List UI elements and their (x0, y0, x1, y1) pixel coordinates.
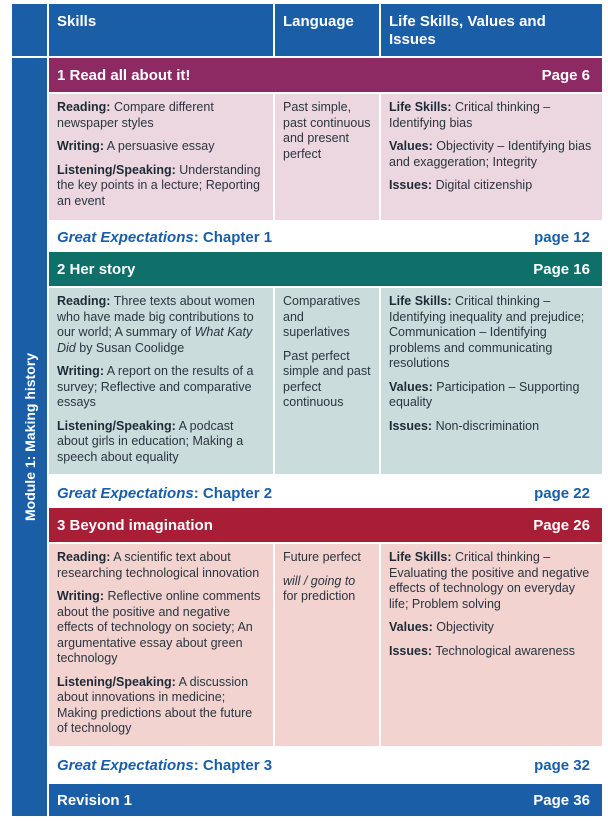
great-expectations-chapter-1[interactable]: Great Expectations: Chapter 1 page 12 (49, 222, 602, 252)
ge-page: page 12 (534, 228, 590, 246)
unit-3-writing: Reflective online comments about the pos… (57, 589, 261, 665)
unit-1-language: Past simple, past continuous and present… (283, 100, 371, 161)
unit-3-language-2: for prediction (283, 589, 356, 603)
unit-1-issues: Digital citizenship (435, 178, 533, 192)
reading-label: Reading: (57, 294, 111, 308)
values-label: Values: (389, 379, 433, 394)
module-label: Module 1: Making history (21, 352, 38, 522)
unit-3-language-1: Future perfect (283, 550, 361, 564)
ge-chapter: : Chapter 3 (193, 756, 273, 774)
great-expectations-chapter-3[interactable]: Great Expectations: Chapter 3 page 32 (49, 750, 602, 780)
ge-title: Great Expectations (57, 756, 194, 774)
unit-2-issues: Non-discrimination (435, 418, 540, 433)
ge-page: page 22 (534, 484, 590, 502)
unit-3-issues: Technological awareness (435, 643, 576, 658)
unit-2-writing: A report on the results of a survey; Ref… (57, 364, 254, 409)
issues-label: Issues: (389, 643, 433, 658)
listening-label: Listening/Speaking: (57, 418, 176, 433)
reading-label: Reading: (57, 100, 111, 114)
unit-1-life-skills: Critical thinking – Identifying bias (389, 100, 551, 130)
unit-2-life-cell: Life Skills: Critical thinking – Identif… (381, 288, 602, 474)
unit-2-listening: A podcast about girls in education; Maki… (57, 418, 244, 464)
unit-3-title-bar[interactable]: 3 Beyond imagination Page 26 (49, 508, 602, 542)
unit-2-title-bar[interactable]: 2 Her story Page 16 (49, 252, 602, 286)
unit-2-reading-author: by Susan Coolidge (75, 340, 185, 355)
values-label: Values: (389, 139, 433, 153)
unit-2-life-skills: Critical thinking – Identifying inequali… (389, 294, 585, 370)
unit-3-reading: A scientific text about researching tech… (57, 550, 260, 580)
unit-3-life-skills: Critical thinking – Evaluating the posit… (389, 550, 590, 611)
values-label: Values: (389, 620, 433, 634)
ge-page: page 32 (534, 756, 590, 774)
unit-2-values: Participation – Supporting equality (389, 379, 580, 410)
listening-label: Listening/Speaking: (57, 162, 176, 177)
revision-title: Revision 1 (57, 791, 133, 809)
unit-2-language-cell: Comparatives and superlatives Past perfe… (275, 288, 379, 474)
header-language: Language (275, 4, 379, 56)
unit-3-language-2-italic: will / going to (283, 573, 356, 588)
unit-3-title: 3 Beyond imagination (57, 516, 213, 534)
unit-3-page: Page 26 (533, 516, 590, 534)
ge-title: Great Expectations (57, 484, 194, 502)
revision-bar[interactable]: Revision 1 Page 36 (49, 784, 602, 816)
ge-chapter: : Chapter 1 (193, 228, 273, 246)
unit-1-skills-cell: Reading: Compare different newspaper sty… (49, 94, 273, 220)
header-skills: Skills (49, 4, 273, 56)
unit-1-title: 1 Read all about it! (57, 66, 191, 84)
unit-2-skills-cell: Reading: Three texts about women who hav… (49, 288, 273, 474)
great-expectations-chapter-2[interactable]: Great Expectations: Chapter 2 page 22 (49, 478, 602, 508)
reading-label: Reading: (57, 550, 111, 564)
unit-1-writing: A persuasive essay (106, 139, 215, 153)
issues-label: Issues: (389, 418, 433, 433)
writing-label: Writing: (57, 589, 104, 603)
life-skills-label: Life Skills: (389, 294, 452, 308)
listening-label: Listening/Speaking: (57, 674, 176, 689)
unit-3-skills-cell: Reading: A scientific text about researc… (49, 544, 273, 746)
unit-3-listening: A discussion about innovations in medici… (57, 674, 253, 736)
life-skills-label: Life Skills: (389, 550, 452, 564)
ge-chapter: : Chapter 2 (193, 484, 273, 502)
life-skills-label: Life Skills: (389, 100, 452, 114)
unit-3-values: Objectivity (436, 620, 494, 634)
unit-1-values: Objectivity – Identifying bias and exagg… (389, 139, 592, 169)
unit-2-reading: Three texts about women who have made bi… (57, 294, 255, 339)
unit-1-language-cell: Past simple, past continuous and present… (275, 94, 379, 220)
module-sidebar: Module 1: Making history (12, 58, 47, 816)
header-blank-cell (12, 4, 47, 56)
unit-2-language-2: Past perfect simple and past perfect con… (283, 348, 371, 410)
unit-2-language-1: Comparatives and superlatives (283, 294, 361, 339)
unit-1-page: Page 6 (541, 66, 590, 84)
unit-1-listening: Understanding the key points in a lectur… (57, 162, 261, 208)
header-life-skills: Life Skills, Values and Issues (381, 4, 602, 56)
unit-1-life-cell: Life Skills: Critical thinking – Identif… (381, 94, 602, 220)
writing-label: Writing: (57, 139, 104, 153)
revision-page: Page 36 (533, 791, 590, 809)
unit-2-page: Page 16 (533, 260, 590, 278)
ge-title: Great Expectations (57, 228, 194, 246)
unit-2-title: 2 Her story (57, 260, 136, 278)
book-title: What Katy Did (57, 325, 253, 355)
issues-label: Issues: (389, 178, 433, 192)
contents-table: Skills Language Life Skills, Values and … (12, 4, 602, 816)
unit-3-life-cell: Life Skills: Critical thinking – Evaluat… (381, 544, 602, 746)
unit-1-title-bar[interactable]: 1 Read all about it! Page 6 (49, 58, 602, 92)
unit-3-language-cell: Future perfect will / going to for predi… (275, 544, 379, 746)
writing-label: Writing: (57, 364, 104, 378)
unit-1-reading: Compare different newspaper styles (57, 100, 214, 130)
